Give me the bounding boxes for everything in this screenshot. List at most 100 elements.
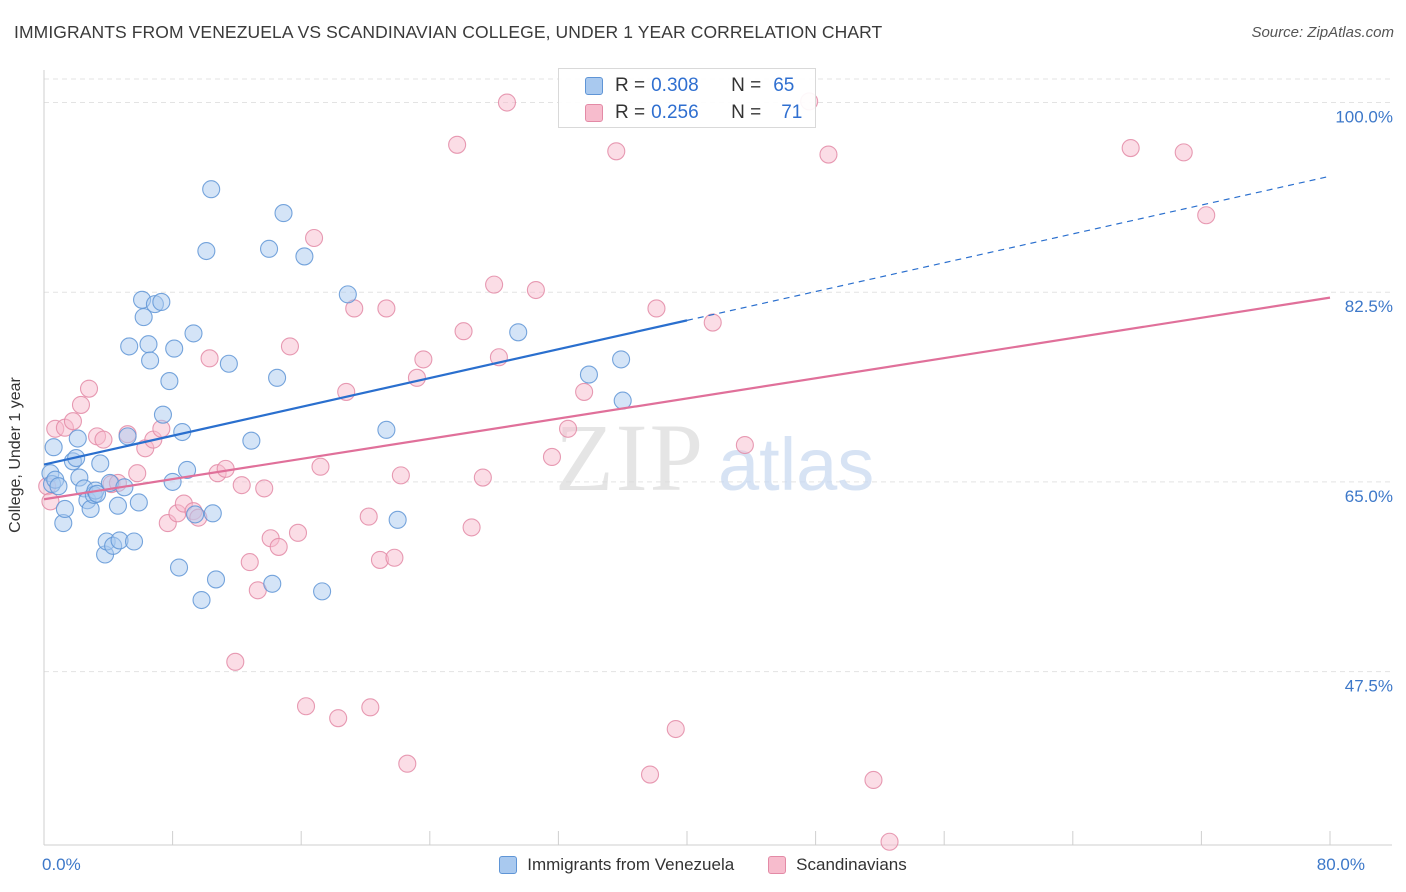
r-label: R = — [615, 102, 646, 123]
axis-layer — [43, 70, 1392, 846]
legend-label-scandinavians: Scandinavians — [796, 855, 907, 874]
scandinavians-point — [575, 382, 594, 401]
scandinavians-point — [666, 719, 685, 739]
venezuela-point — [120, 337, 139, 356]
watermark-atlas: atlas — [718, 423, 874, 506]
venezuela-point — [274, 204, 293, 223]
venezuela-point — [186, 505, 205, 524]
y-tick-label: 47.5% — [1345, 677, 1393, 696]
y-axis-label: College, Under 1 year — [7, 377, 24, 533]
venezuela-trend-extension — [686, 175, 1331, 321]
scandinavians-point — [79, 379, 99, 398]
scandinavians-point — [414, 350, 433, 369]
scandinavians-point — [232, 476, 251, 495]
venezuela-point — [129, 493, 148, 512]
scandinavians-point — [819, 145, 838, 164]
venezuela-point — [259, 239, 279, 258]
scandinavians-point — [385, 548, 404, 567]
scandinavians-point — [448, 135, 467, 154]
venezuela-point — [153, 405, 173, 424]
venezuela-point — [295, 247, 314, 266]
legend-label-venezuela: Immigrants from Venezuela — [527, 855, 735, 874]
venezuela-point — [219, 354, 238, 373]
scandinavians-point — [288, 523, 308, 542]
venezuela-point — [388, 510, 407, 529]
scandinavians-point — [296, 697, 316, 716]
venezuela-point — [68, 429, 87, 448]
venezuela-point — [579, 365, 598, 384]
venezuela-point — [206, 570, 226, 589]
legend-item-scandinavians: Scandinavians — [768, 855, 907, 875]
scandinavians-point — [526, 280, 545, 300]
venezuela-point — [160, 372, 179, 391]
scandinavians-point — [640, 765, 660, 784]
n-value: 71 — [781, 102, 803, 123]
scandinavians-point — [269, 537, 288, 556]
tick-labels: 100.0% 82.5% 65.0% 47.5% 0.0% 80.0% — [42, 108, 1393, 874]
scandinavians-point — [398, 754, 417, 773]
scandinavians-point — [1174, 143, 1193, 162]
venezuela-point — [313, 582, 332, 601]
scandinavians-point — [391, 466, 410, 485]
scandinavians-point — [497, 93, 517, 112]
scandinavians-point — [864, 770, 883, 790]
venezuela-swatch — [585, 77, 603, 95]
venezuela-point — [163, 472, 182, 491]
source-credit: Source: ZipAtlas.com — [1251, 24, 1394, 41]
scandinavians-point — [473, 468, 492, 487]
venezuela-point — [203, 504, 222, 523]
venezuela-points — [41, 180, 632, 610]
r-value: 0.308 — [651, 75, 699, 96]
r-label: R = — [615, 75, 646, 96]
stats-row-scandinavians: R = 0.256 N = 71 — [585, 100, 802, 126]
scandinavians-trend-line — [43, 296, 1331, 501]
venezuela-point — [139, 335, 158, 354]
scandinavians-point — [128, 464, 147, 483]
scandinavians-point — [94, 430, 113, 449]
scandinavians-point — [703, 313, 722, 332]
series-legend: Immigrants from Venezuela Scandinavians — [0, 852, 1406, 878]
scandinavians-point — [880, 832, 899, 851]
scandinavians-point — [280, 337, 299, 356]
scandinavians-point — [311, 457, 330, 476]
scandinavians-point — [407, 368, 426, 387]
venezuela-point — [509, 323, 528, 342]
legend-item-venezuela: Immigrants from Venezuela — [499, 855, 734, 875]
venezuela-point — [268, 368, 287, 387]
scandinavians-point — [485, 275, 504, 294]
watermark-zip: ZIP — [555, 404, 705, 511]
scandinavians-point — [329, 709, 348, 728]
x-tick-label: 0.0% — [42, 855, 81, 874]
scandinavians-point — [1197, 206, 1216, 225]
scandinavians-point — [647, 299, 666, 318]
venezuela-legend-swatch — [499, 856, 518, 874]
scandinavians-point — [542, 447, 562, 467]
stats-legend: R = 0.308 N = 65 R = 0.256 N = 71 — [558, 68, 816, 128]
watermark: ZIP atlas — [555, 404, 874, 511]
venezuela-point — [197, 241, 216, 261]
venezuela-point — [108, 496, 127, 515]
scandinavians-point — [607, 142, 626, 161]
chart-title: IMMIGRANTS FROM VENEZUELA VS SCANDINAVIA… — [14, 22, 883, 42]
scandinavians-point — [462, 518, 481, 537]
venezuela-point — [263, 574, 282, 593]
scandinavians-point — [359, 507, 378, 526]
scandinavians-point — [240, 553, 259, 572]
venezuela-point — [55, 499, 74, 519]
venezuela-point — [124, 532, 144, 551]
scandinavians-point — [454, 322, 473, 341]
venezuela-point — [165, 339, 184, 358]
venezuela-point — [141, 351, 160, 370]
venezuela-point — [169, 558, 189, 577]
n-label: N = — [731, 75, 762, 96]
y-tick-label: 65.0% — [1345, 487, 1393, 506]
venezuela-point — [44, 438, 63, 457]
n-label: N = — [731, 102, 762, 123]
trend-lines — [43, 175, 1331, 501]
venezuela-point — [91, 454, 110, 473]
venezuela-point — [152, 292, 171, 312]
scandinavians-point — [558, 419, 578, 438]
scandinavians-point — [1121, 138, 1140, 158]
scandinavians-point — [71, 395, 91, 414]
scandinavians-swatch — [585, 104, 603, 122]
